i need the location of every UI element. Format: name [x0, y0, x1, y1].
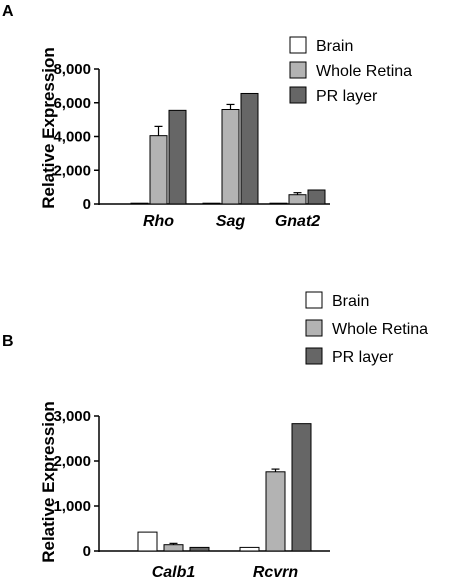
panel-b-categories: Calb1 Rcvrn	[152, 564, 299, 579]
y-tick-label: 8,000	[53, 61, 91, 78]
legend-swatch	[289, 61, 307, 79]
bar	[291, 423, 312, 552]
category-label: Calb1	[152, 564, 196, 579]
legend-swatch	[305, 319, 323, 337]
panel-b-bars	[137, 423, 312, 552]
category-label: Rcvrn	[253, 564, 299, 579]
bar	[239, 546, 260, 552]
panel-b-chart: B Relative Expression 0 1,000 2,000 3,000 C…	[2, 291, 428, 579]
legend-label: Brain	[316, 38, 353, 55]
bar	[307, 189, 326, 205]
legend-label: Whole Retina	[332, 321, 428, 338]
panel-b-legend: Brain Whole Retina PR layer	[305, 291, 428, 366]
panel-a-legend: Brain Whole Retina PR layer	[289, 36, 412, 105]
panel-b-label: B	[2, 333, 14, 350]
bar	[130, 202, 149, 205]
panel-a-y-ticks: 0 2,000 4,000 6,000 8,000	[53, 61, 99, 213]
y-tick-label: 4,000	[53, 129, 91, 146]
y-tick-label: 2,000	[53, 453, 91, 470]
panel-a-categories: Rho Sag Gnat2	[143, 213, 320, 230]
bar	[240, 92, 259, 205]
legend-label: PR layer	[332, 349, 394, 366]
legend-swatch	[305, 347, 323, 365]
category-label: Gnat2	[275, 213, 320, 230]
legend-label: PR layer	[316, 88, 378, 105]
bar	[265, 471, 286, 552]
legend-swatch	[289, 36, 307, 54]
bar	[168, 109, 187, 205]
legend-label: Brain	[332, 293, 369, 310]
category-label: Sag	[216, 213, 246, 230]
bar	[137, 531, 158, 552]
bar	[221, 109, 240, 205]
y-tick-label: 2,000	[53, 162, 91, 179]
bar	[202, 202, 221, 205]
y-tick-label: 6,000	[53, 95, 91, 112]
y-tick-label: 0	[83, 543, 91, 560]
panel-a-label: A	[2, 3, 14, 20]
legend-label: Whole Retina	[316, 63, 412, 80]
panel-a-y-axis-label: Relative Expression	[39, 47, 58, 209]
panel-b-y-ticks: 0 1,000 2,000 3,000	[53, 408, 99, 560]
bar	[269, 202, 288, 205]
legend-swatch	[305, 291, 323, 309]
y-tick-label: 1,000	[53, 498, 91, 515]
y-tick-label: 3,000	[53, 408, 91, 425]
bar	[189, 546, 210, 552]
panel-a-bars	[130, 92, 326, 205]
panel-a-chart: A Relative Expression 0 2,000 4,000 6,000 8,…	[2, 3, 412, 230]
y-tick-label: 0	[83, 196, 91, 213]
bar	[149, 135, 168, 205]
legend-swatch	[289, 86, 307, 104]
bar	[163, 544, 184, 552]
panel-b-y-axis-label: Relative Expression	[39, 401, 58, 563]
category-label: Rho	[143, 213, 174, 230]
bar	[288, 194, 307, 205]
